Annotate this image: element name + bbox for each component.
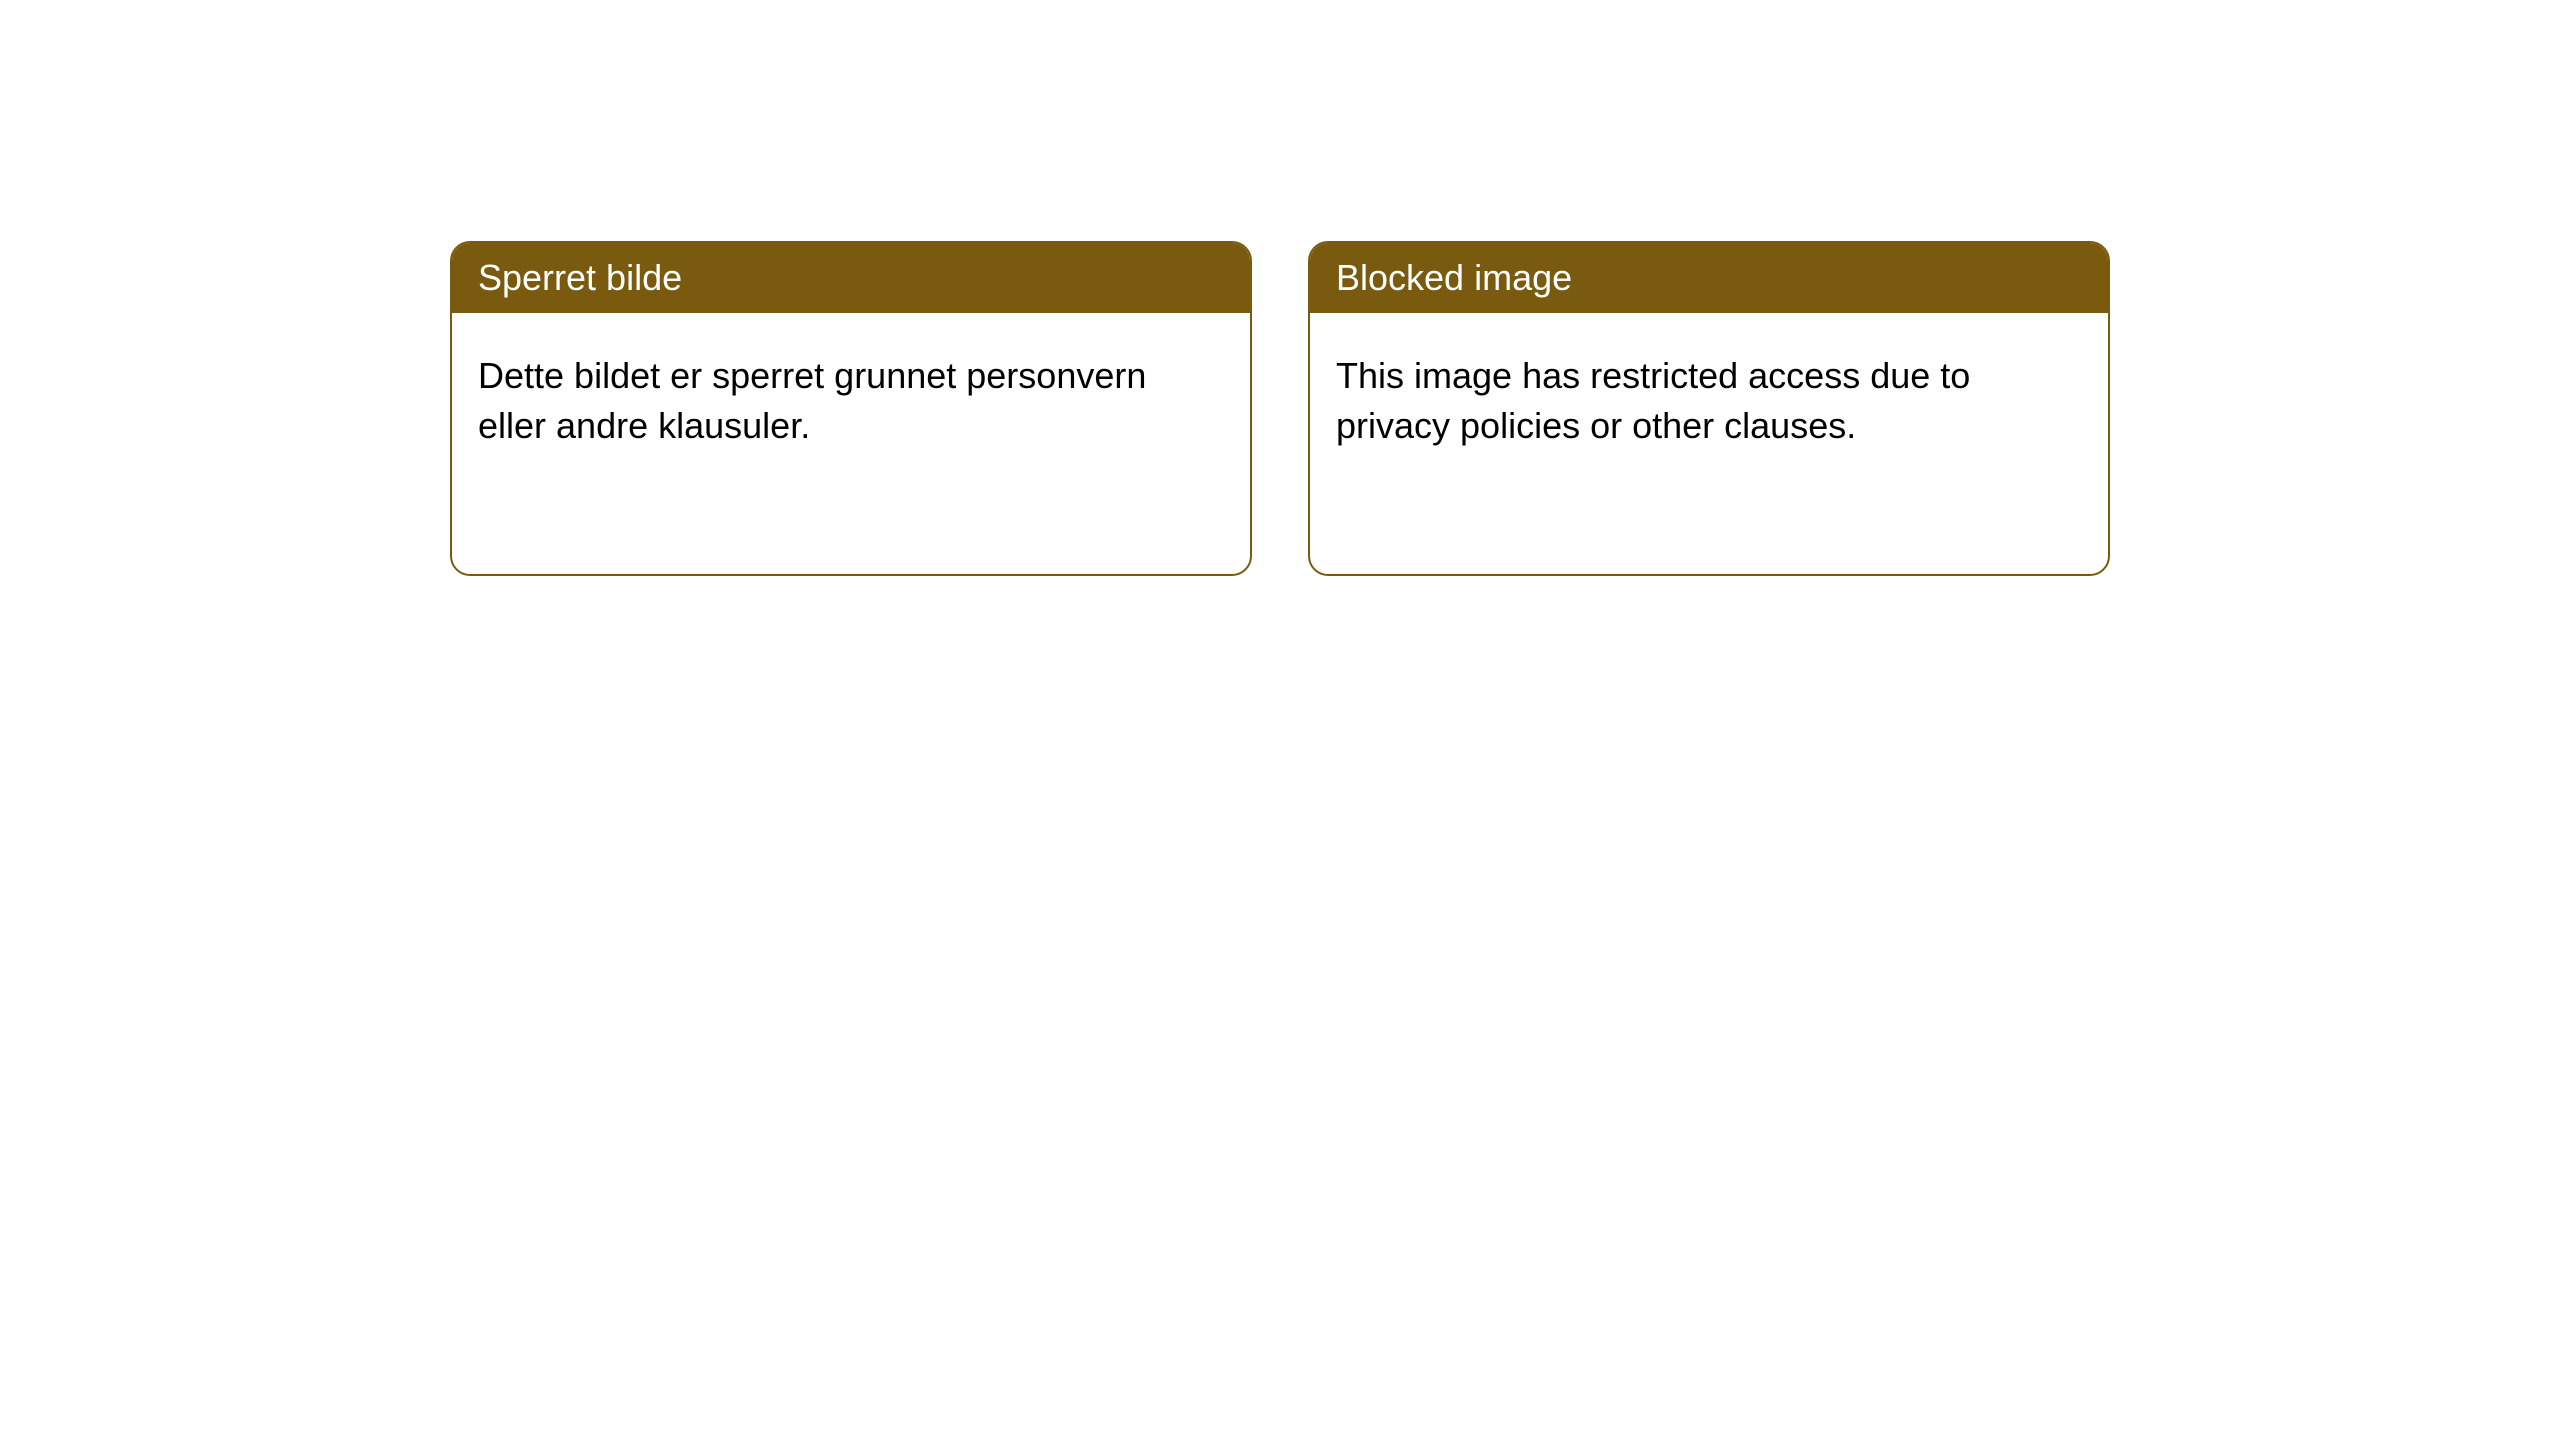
notice-cards-container: Sperret bilde Dette bildet er sperret gr…: [450, 241, 2560, 576]
notice-card-title: Blocked image: [1310, 243, 2108, 313]
notice-card-body: Dette bildet er sperret grunnet personve…: [452, 313, 1250, 490]
notice-card-english: Blocked image This image has restricted …: [1308, 241, 2110, 576]
notice-card-body: This image has restricted access due to …: [1310, 313, 2108, 490]
notice-card-norwegian: Sperret bilde Dette bildet er sperret gr…: [450, 241, 1252, 576]
notice-card-title: Sperret bilde: [452, 243, 1250, 313]
